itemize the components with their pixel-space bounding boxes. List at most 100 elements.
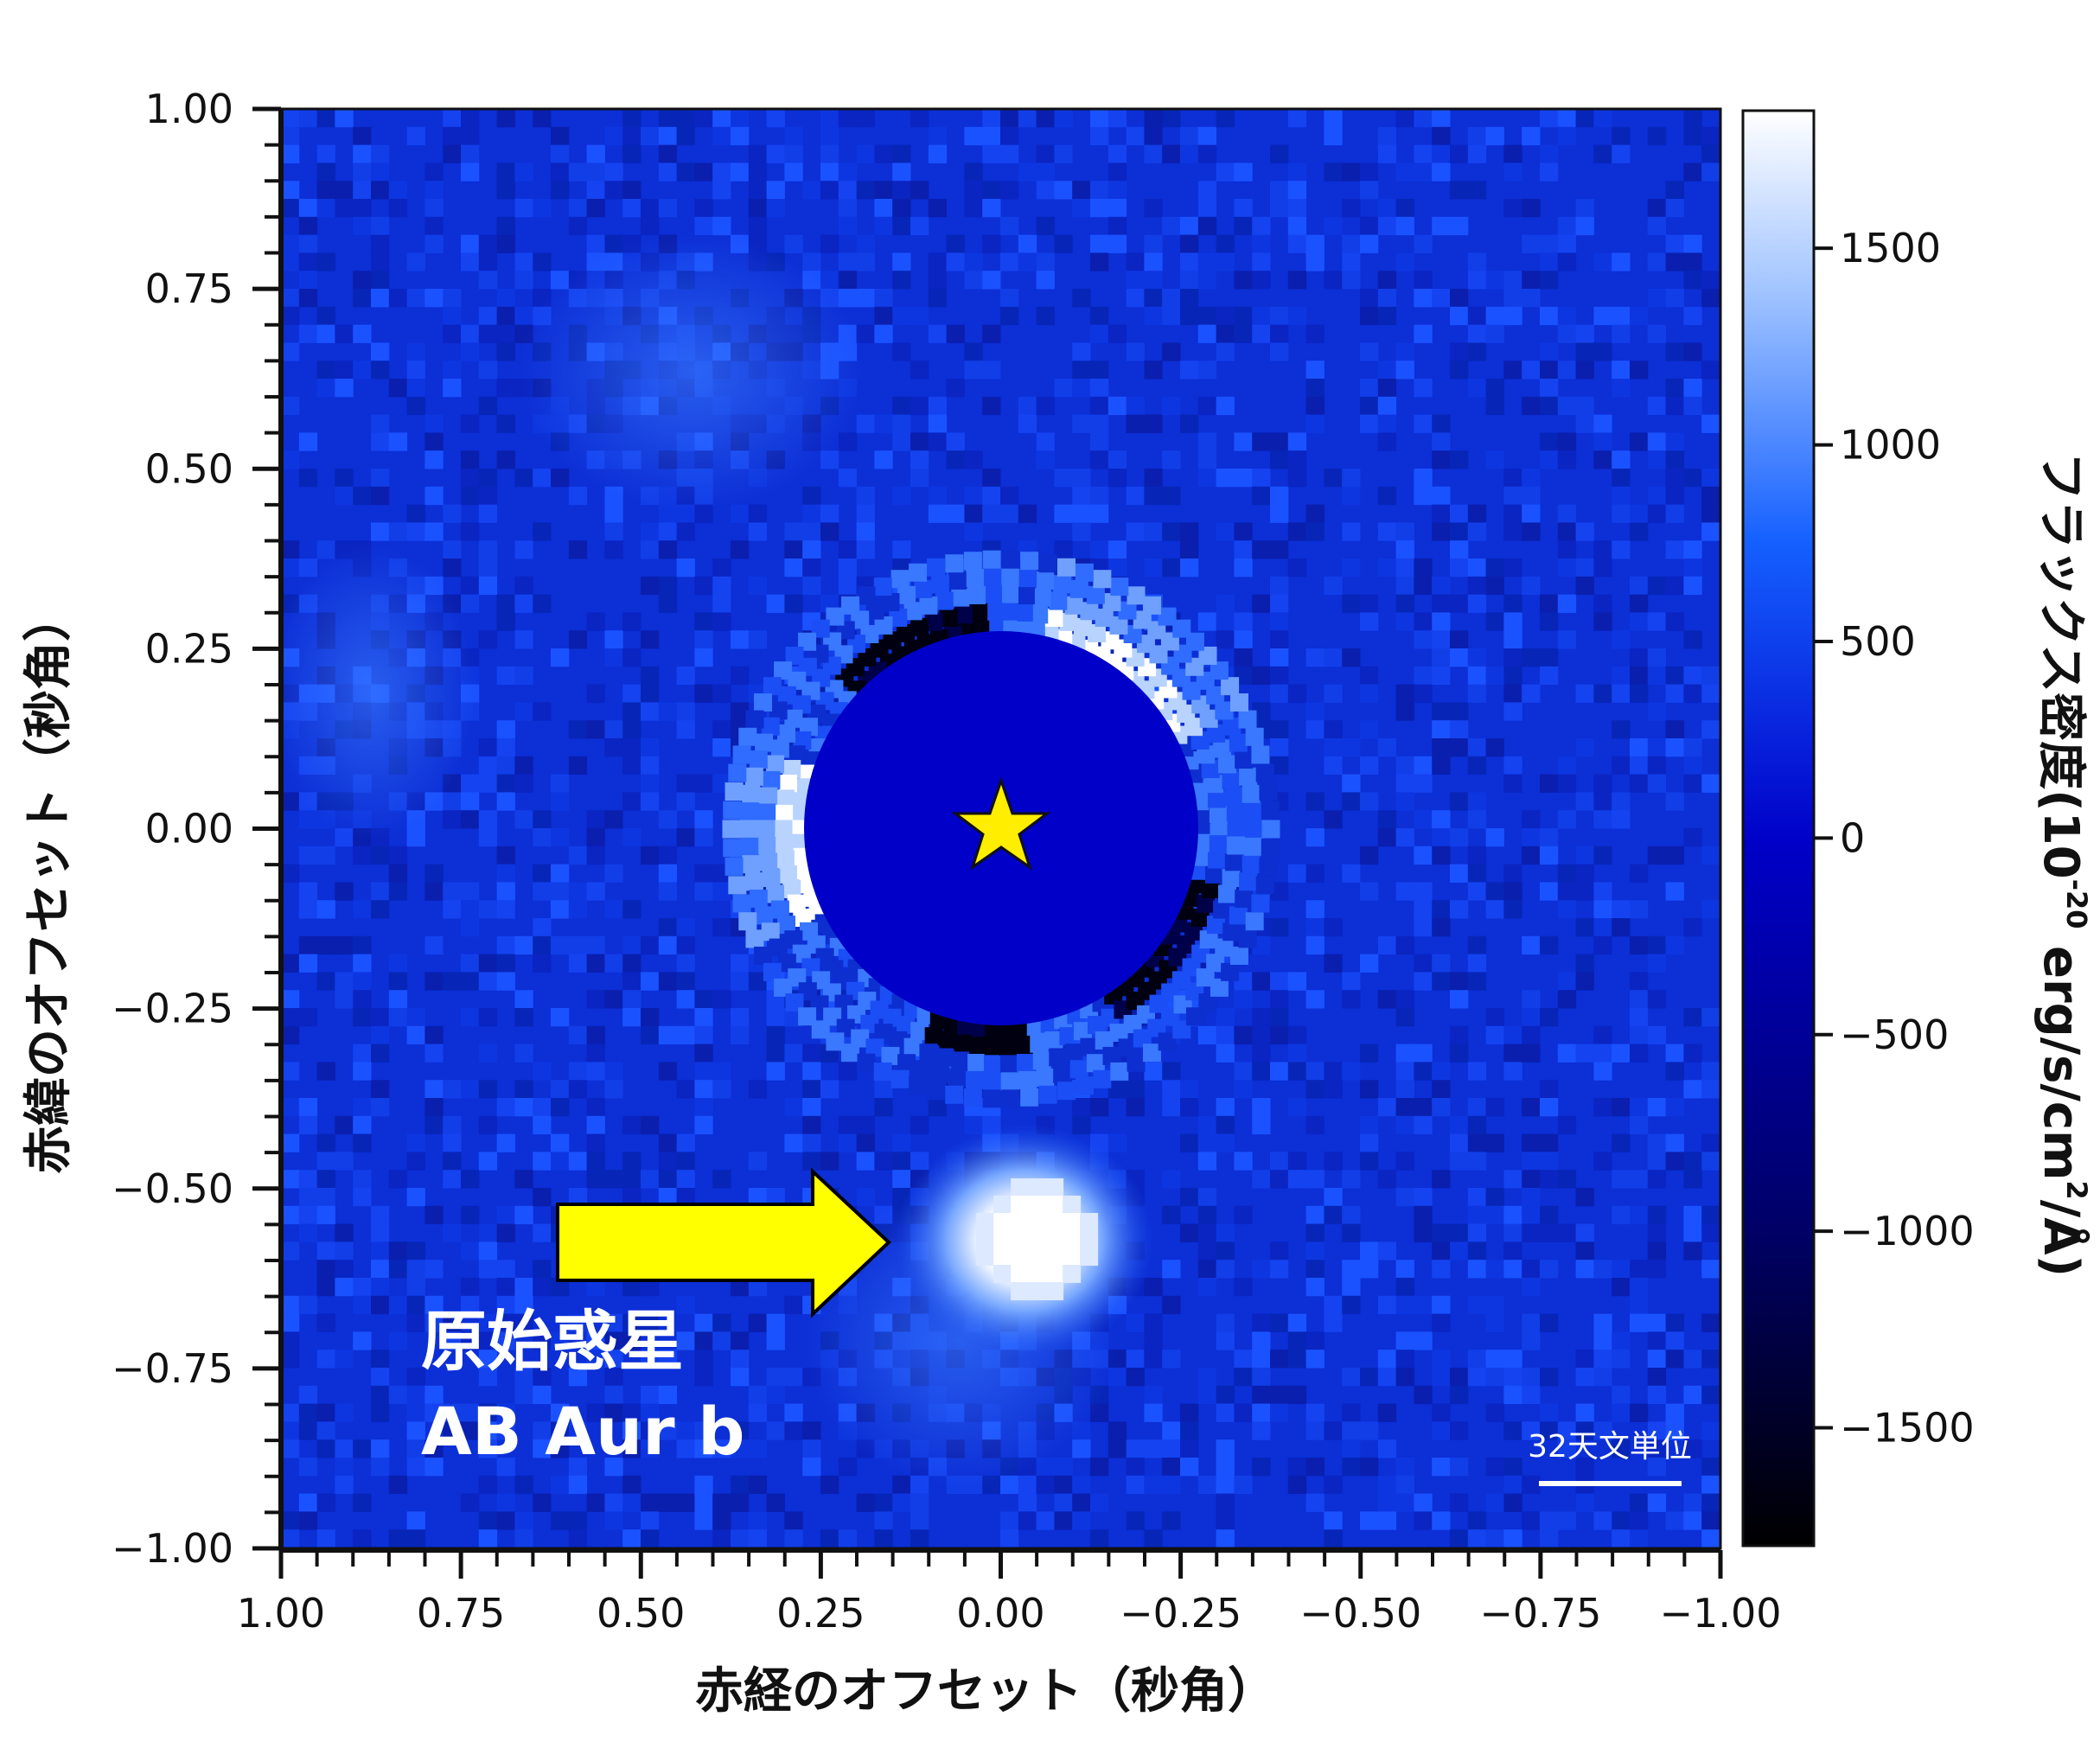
heatmap-pixel <box>1630 972 1649 991</box>
heatmap-pixel <box>281 1295 300 1315</box>
heatmap-pixel <box>1377 1439 1397 1458</box>
heatmap-pixel <box>1252 1260 1271 1279</box>
heatmap-pixel <box>424 181 444 200</box>
heatmap-pixel <box>1252 1403 1271 1422</box>
heatmap-pixel <box>658 702 678 721</box>
heatmap-pixel <box>1647 1133 1667 1152</box>
heatmap-pixel <box>551 1331 570 1350</box>
heatmap-pixel <box>1467 810 1487 829</box>
heatmap-pixel <box>281 1439 300 1458</box>
ring-pixel <box>945 554 964 573</box>
heatmap-pixel <box>533 954 552 973</box>
heatmap-pixel <box>406 289 425 308</box>
heatmap-pixel <box>1090 109 1109 128</box>
ring-pixel <box>745 929 764 948</box>
ring-pixel <box>1030 1034 1049 1053</box>
heatmap-pixel <box>551 1098 570 1117</box>
heatmap-pixel <box>766 1062 785 1081</box>
heatmap-pixel <box>461 234 480 253</box>
heatmap-pixel <box>371 234 390 253</box>
heatmap-pixel <box>496 379 515 398</box>
heatmap-pixel <box>1414 684 1433 703</box>
heatmap-pixel <box>316 540 335 559</box>
heatmap-pixel <box>1395 576 1414 596</box>
heatmap-pixel <box>568 1313 588 1332</box>
heatmap-pixel <box>388 1170 408 1189</box>
x-tick-label: −0.25 <box>1120 1590 1241 1637</box>
heatmap-pixel <box>622 1439 641 1458</box>
heatmap-pixel <box>1612 540 1631 559</box>
heatmap-pixel <box>514 935 533 955</box>
heatmap-pixel <box>1377 216 1397 236</box>
heatmap-pixel <box>1072 414 1091 433</box>
heatmap-pixel <box>533 1493 552 1512</box>
ring-pixel <box>1087 624 1106 643</box>
heatmap-pixel <box>1450 792 1469 811</box>
heatmap-pixel <box>622 199 641 218</box>
heatmap-pixel <box>461 1080 480 1099</box>
heatmap-pixel <box>1216 1260 1235 1279</box>
heatmap-pixel <box>551 126 570 146</box>
ring-pixel <box>1199 930 1218 949</box>
heatmap-pixel <box>1503 289 1522 308</box>
heatmap-pixel <box>694 774 713 793</box>
heatmap-pixel <box>1252 486 1271 506</box>
heatmap-pixel <box>622 1115 641 1135</box>
heatmap-pixel <box>1072 469 1091 488</box>
heatmap-pixel <box>424 450 444 469</box>
heatmap-pixel <box>1665 1062 1684 1081</box>
heatmap-pixel <box>1575 522 1594 541</box>
heatmap-pixel <box>1090 450 1109 469</box>
heatmap-pixel <box>424 1043 444 1063</box>
heatmap-pixel <box>1450 144 1469 163</box>
heatmap-pixel <box>478 469 498 488</box>
heatmap-pixel <box>731 1331 750 1350</box>
heatmap-pixel <box>1090 1098 1109 1117</box>
heatmap-pixel <box>1683 918 1702 937</box>
heatmap-pixel <box>712 684 731 703</box>
heatmap-pixel <box>1360 666 1379 686</box>
heatmap-pixel <box>1630 1278 1649 1297</box>
heatmap-pixel <box>1701 1458 1720 1477</box>
heatmap-pixel <box>1144 1062 1163 1081</box>
heatmap-pixel <box>533 702 552 721</box>
heatmap-pixel <box>676 109 695 128</box>
heatmap-pixel <box>281 864 300 883</box>
heatmap-pixel <box>388 379 408 398</box>
heatmap-pixel <box>604 1368 623 1387</box>
heatmap-pixel <box>1503 882 1522 901</box>
heatmap-pixel <box>892 1170 911 1189</box>
ring-pixel <box>1095 609 1114 628</box>
heatmap-pixel <box>1234 469 1253 488</box>
heatmap-pixel <box>1450 522 1469 541</box>
heatmap-pixel <box>622 684 641 703</box>
heatmap-pixel <box>514 630 533 649</box>
heatmap-pixel <box>1270 342 1289 361</box>
heatmap-pixel <box>1450 972 1469 991</box>
ring-pixel <box>759 787 778 806</box>
heatmap-pixel <box>964 181 983 200</box>
ring-pixel <box>1213 739 1232 758</box>
heatmap-pixel <box>892 199 911 218</box>
heatmap-pixel <box>641 666 660 686</box>
ring-pixel <box>754 693 773 712</box>
heatmap-pixel <box>1144 1385 1163 1405</box>
heatmap-pixel <box>533 810 552 829</box>
heatmap-pixel <box>694 1025 713 1045</box>
heatmap-pixel <box>1575 1260 1594 1279</box>
ring-pixel <box>999 602 1018 621</box>
heatmap-pixel <box>1485 1133 1504 1152</box>
heatmap-pixel <box>1467 379 1487 398</box>
heatmap-pixel <box>1593 1260 1612 1279</box>
ring-pixel <box>761 717 780 736</box>
heatmap-pixel <box>298 1170 318 1189</box>
heatmap-pixel <box>496 1133 515 1152</box>
heatmap-pixel <box>1665 1133 1684 1152</box>
heatmap-pixel <box>1467 1062 1487 1081</box>
heatmap-pixel <box>802 1439 821 1458</box>
heatmap-pixel <box>281 1529 300 1548</box>
heatmap-pixel <box>1395 1458 1414 1477</box>
heatmap-pixel <box>982 486 1001 506</box>
ring-pixel <box>799 718 818 737</box>
heatmap-pixel <box>1701 271 1720 290</box>
